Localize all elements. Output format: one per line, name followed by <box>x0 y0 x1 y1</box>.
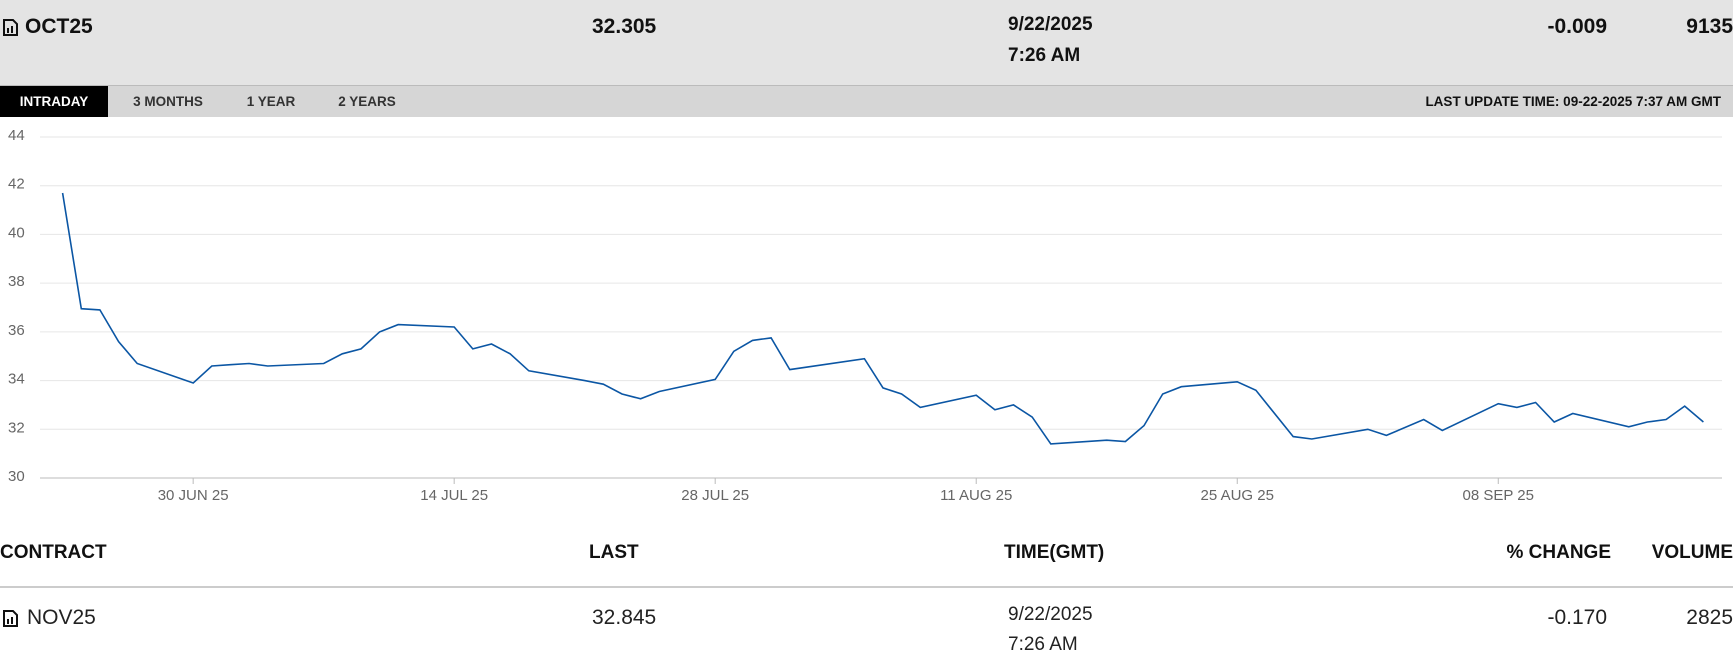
quote-time: 7:26 AM <box>1008 45 1081 66</box>
doc-icon <box>3 610 18 627</box>
tab[interactable]: 1 YEAR <box>246 94 296 109</box>
divider <box>0 586 1733 588</box>
column-header[interactable]: LAST <box>589 542 639 563</box>
x-tick-label: 08 SEP 25 <box>1463 487 1534 504</box>
y-tick-label: 40 <box>8 224 25 241</box>
x-tick-label: 28 JUL 25 <box>681 487 749 504</box>
last: 32.845 <box>592 606 657 629</box>
column-header[interactable]: TIME(GMT) <box>1004 542 1105 563</box>
volume: 9135 <box>1686 15 1733 38</box>
y-tick-label: 42 <box>8 176 25 193</box>
x-tick-label: 14 JUL 25 <box>420 487 488 504</box>
quote-date: 9/22/2025 <box>1008 14 1093 35</box>
change: -0.009 <box>1547 15 1607 38</box>
y-tick-label: 36 <box>8 322 25 339</box>
y-tick-label: 44 <box>8 127 25 144</box>
column-header[interactable]: VOLUME <box>1651 542 1733 563</box>
tab[interactable]: 2 YEARS <box>338 94 396 109</box>
tab-bar: INTRADAY 3 MONTHS 1 YEAR 2 YEARS LAST UP… <box>0 85 1733 117</box>
tab[interactable]: 3 MONTHS <box>133 94 203 109</box>
time: 7:26 AM <box>1008 634 1078 655</box>
y-tick-label: 30 <box>8 468 25 485</box>
contract[interactable]: NOV25 <box>27 606 96 629</box>
change: -0.170 <box>1547 606 1607 629</box>
last-price: 32.305 <box>592 15 657 38</box>
tab[interactable]: INTRADAY <box>0 86 108 117</box>
chart: 30 32 34 36 38 40 42 44 30 JUN 25 14 JUL 25 28 JUL… <box>8 127 1722 504</box>
doc-icon <box>3 19 18 36</box>
price-line <box>61 192 1704 445</box>
y-tick-label: 38 <box>8 273 25 290</box>
last-update: LAST UPDATE TIME: 09-22-2025 7:37 AM GMT <box>1425 94 1721 109</box>
column-header[interactable]: % CHANGE <box>1506 542 1611 563</box>
y-tick-label: 32 <box>8 419 25 436</box>
x-tick-label: 11 AUG 25 <box>940 487 1012 504</box>
x-tick-label: 25 AUG 25 <box>1201 487 1274 504</box>
y-tick-label: 34 <box>8 371 25 388</box>
x-tick-label: 30 JUN 25 <box>158 487 229 504</box>
quote-header: OCT25 32.305 9/22/2025 7:26 AM -0.009 91… <box>0 0 1733 85</box>
date: 9/22/2025 <box>1008 604 1093 625</box>
column-header[interactable]: CONTRACT <box>0 542 107 563</box>
symbol: OCT25 <box>25 15 93 38</box>
volume: 2825 <box>1686 606 1733 629</box>
